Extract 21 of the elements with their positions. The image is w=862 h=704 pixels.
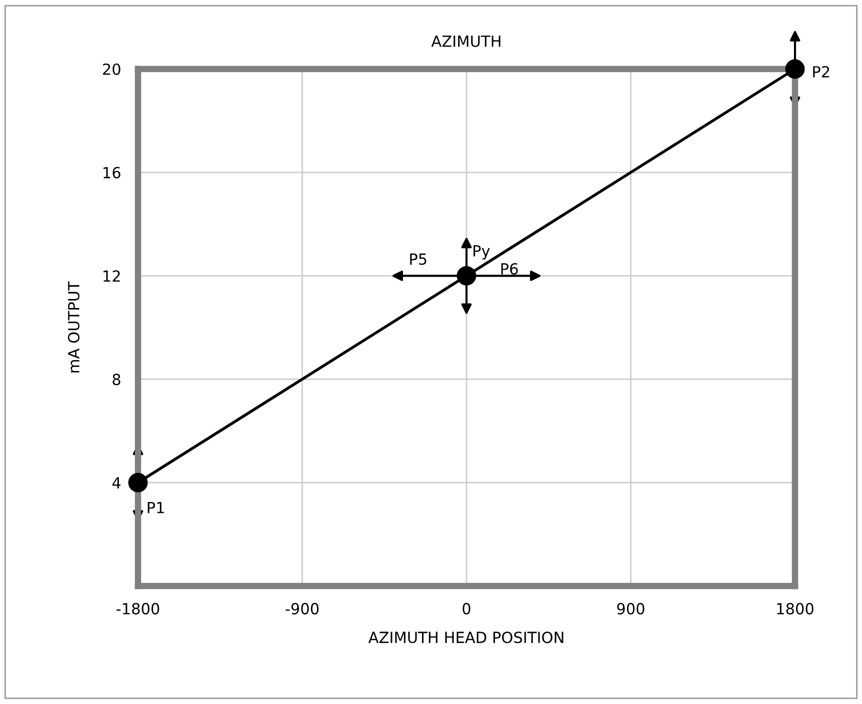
point (128, 472, 148, 492)
y-tick-label: 8 (112, 374, 120, 386)
y-axis-title: mA OUTPUT (68, 281, 80, 372)
y-tick-label: 12 (104, 270, 120, 282)
annotation: Py (474, 245, 490, 260)
x-tick-label: 900 (617, 602, 644, 614)
point (785, 59, 805, 79)
chart-title: AZIMUTH (431, 36, 500, 47)
annotation: P1 (148, 502, 164, 514)
x-axis-title: AZIMUTH HEAD POSITION (368, 632, 564, 644)
annotation: P2 (813, 66, 830, 78)
annotation: P6 (501, 263, 518, 275)
point (456, 266, 476, 286)
y-tick-label: 4 (112, 477, 120, 488)
y-tick-label: 16 (104, 166, 120, 178)
x-tick-label: 0 (462, 602, 470, 614)
y-tick-label: 20 (103, 63, 120, 76)
annotation: P5 (410, 254, 426, 265)
x-tick-label: 1800 (777, 602, 814, 614)
x-tick-label: -900 (286, 602, 319, 614)
x-tick-label: -1800 (116, 602, 160, 614)
